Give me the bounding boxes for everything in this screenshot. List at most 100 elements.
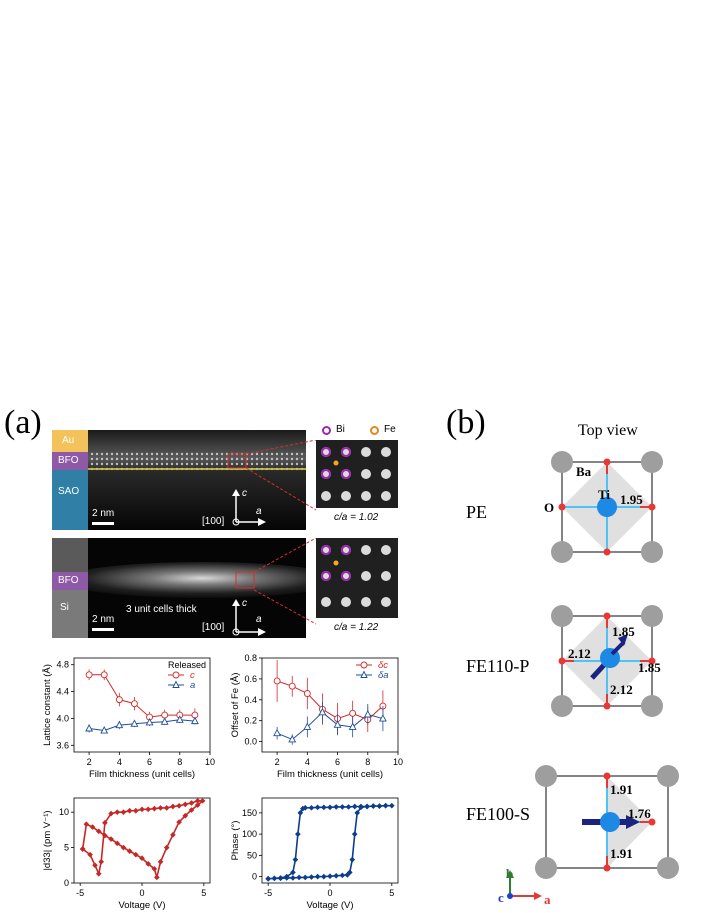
data-point [349, 856, 356, 863]
layer-top-gray [52, 538, 88, 572]
data-point [318, 707, 327, 716]
bond-top-fe110p: 1.85 [612, 624, 635, 639]
zoom-lines-top [246, 440, 317, 511]
data-point [120, 809, 127, 815]
data-point [145, 718, 154, 726]
bond-top-fe100s: 1.91 [610, 782, 633, 797]
data-point [378, 714, 387, 722]
data-point [188, 800, 195, 806]
legend-bi: Bi [336, 424, 345, 435]
plot-frame [73, 657, 211, 753]
data-point [95, 870, 102, 877]
x-tick-label: 4 [117, 757, 122, 767]
data-point [333, 804, 340, 810]
chart-fe-offset: 2 4 6 8 10 0.0 0.2 0.4 0.6 0.8 Film thickness (uni… [230, 653, 403, 780]
bond-length-pe: 1.95 [620, 492, 643, 507]
data-point [139, 806, 145, 813]
data-point [370, 803, 377, 809]
data-point [308, 874, 315, 880]
x-axis-label: Film thickness (unit cells) [89, 769, 195, 780]
x-tick-label: 8 [177, 757, 182, 767]
data-point [358, 804, 364, 811]
data-point [351, 803, 358, 810]
data-point [364, 803, 370, 810]
data-point [320, 873, 327, 880]
x-tick-label: 0 [327, 888, 332, 898]
layer-si: Si [52, 590, 88, 638]
data-point [115, 720, 124, 729]
x-tick-label: 10 [393, 757, 403, 767]
data-point [314, 804, 321, 811]
polarization-arrow-icon [626, 815, 640, 829]
data-point [175, 715, 184, 723]
y-tick-label: 0.2 [244, 716, 257, 726]
polarization-arrow-icon [618, 634, 628, 646]
data-point [190, 716, 199, 725]
panel-b-label: (b) [446, 404, 486, 441]
y-tick-label: 5 [64, 843, 69, 853]
tem-top-lattice [52, 430, 306, 530]
layer-si-label: Si [60, 602, 69, 613]
ba-atom [641, 541, 663, 563]
data-point [83, 821, 90, 828]
axis-b-label: b [506, 866, 513, 881]
data-point [85, 724, 94, 732]
bond-bottom-fe100s: 1.91 [610, 846, 633, 861]
tem-image-bottom [52, 538, 306, 638]
data-point [160, 717, 169, 725]
legend-marker [360, 670, 368, 678]
o-atom [558, 503, 566, 511]
data-point [154, 874, 160, 881]
data-point [151, 805, 158, 812]
axis-a-bottom: a [256, 614, 262, 625]
data-point [161, 711, 169, 719]
y-tick-label: 0.0 [244, 737, 257, 747]
data-point [354, 810, 361, 816]
data-point [182, 801, 189, 808]
label-o: O [544, 500, 554, 515]
data-point [170, 803, 176, 810]
legend-marker [360, 661, 368, 669]
label-ba: Ba [576, 464, 592, 479]
data-point [163, 805, 170, 811]
data-point [114, 809, 121, 815]
data-point [273, 728, 282, 737]
data-point [303, 690, 311, 697]
row-label-pe: PE [466, 502, 488, 522]
inset-top [316, 440, 398, 508]
x-tick-label: 4 [305, 757, 310, 767]
axis-c-top: c [242, 488, 247, 499]
data-point [170, 832, 176, 838]
data-point [271, 875, 278, 882]
layer-bfo-top: BFO [52, 452, 88, 470]
data-point [349, 709, 357, 717]
data-point [290, 875, 296, 881]
tem-image-top [52, 430, 306, 530]
o-atom [603, 458, 611, 466]
y-tick-label: 50 [247, 850, 257, 860]
chart-d33: -5 0 5 0 5 10 Voltage (V) |d33| (pm V⁻¹) [42, 797, 211, 911]
data-point [382, 802, 389, 809]
data-point [145, 861, 152, 867]
data-point [157, 858, 164, 865]
bond-right-fe110p: 1.85 [638, 660, 661, 675]
panel-a-label: (a) [4, 404, 42, 441]
data-point [130, 719, 139, 727]
series-line [81, 800, 205, 881]
data-point [295, 831, 301, 837]
data-point [320, 804, 327, 811]
layer-sao-label: SAO [58, 486, 80, 497]
y-axis-label: Phase (°) [230, 821, 241, 861]
x-axis-label: Film thickness (unit cells) [277, 769, 383, 780]
data-point [126, 848, 133, 854]
data-point [145, 806, 152, 813]
data-point [151, 866, 158, 872]
data-point [363, 709, 372, 718]
data-point [302, 874, 309, 881]
legend-label: δc [378, 660, 388, 671]
legend-marker [172, 680, 180, 688]
inset-bottom [316, 538, 398, 618]
chart-lattice-constant: 2 4 6 8 10 3.6 4.0 4.4 4.8 Film thickness (unit c… [42, 657, 215, 780]
o-atom [648, 503, 656, 511]
